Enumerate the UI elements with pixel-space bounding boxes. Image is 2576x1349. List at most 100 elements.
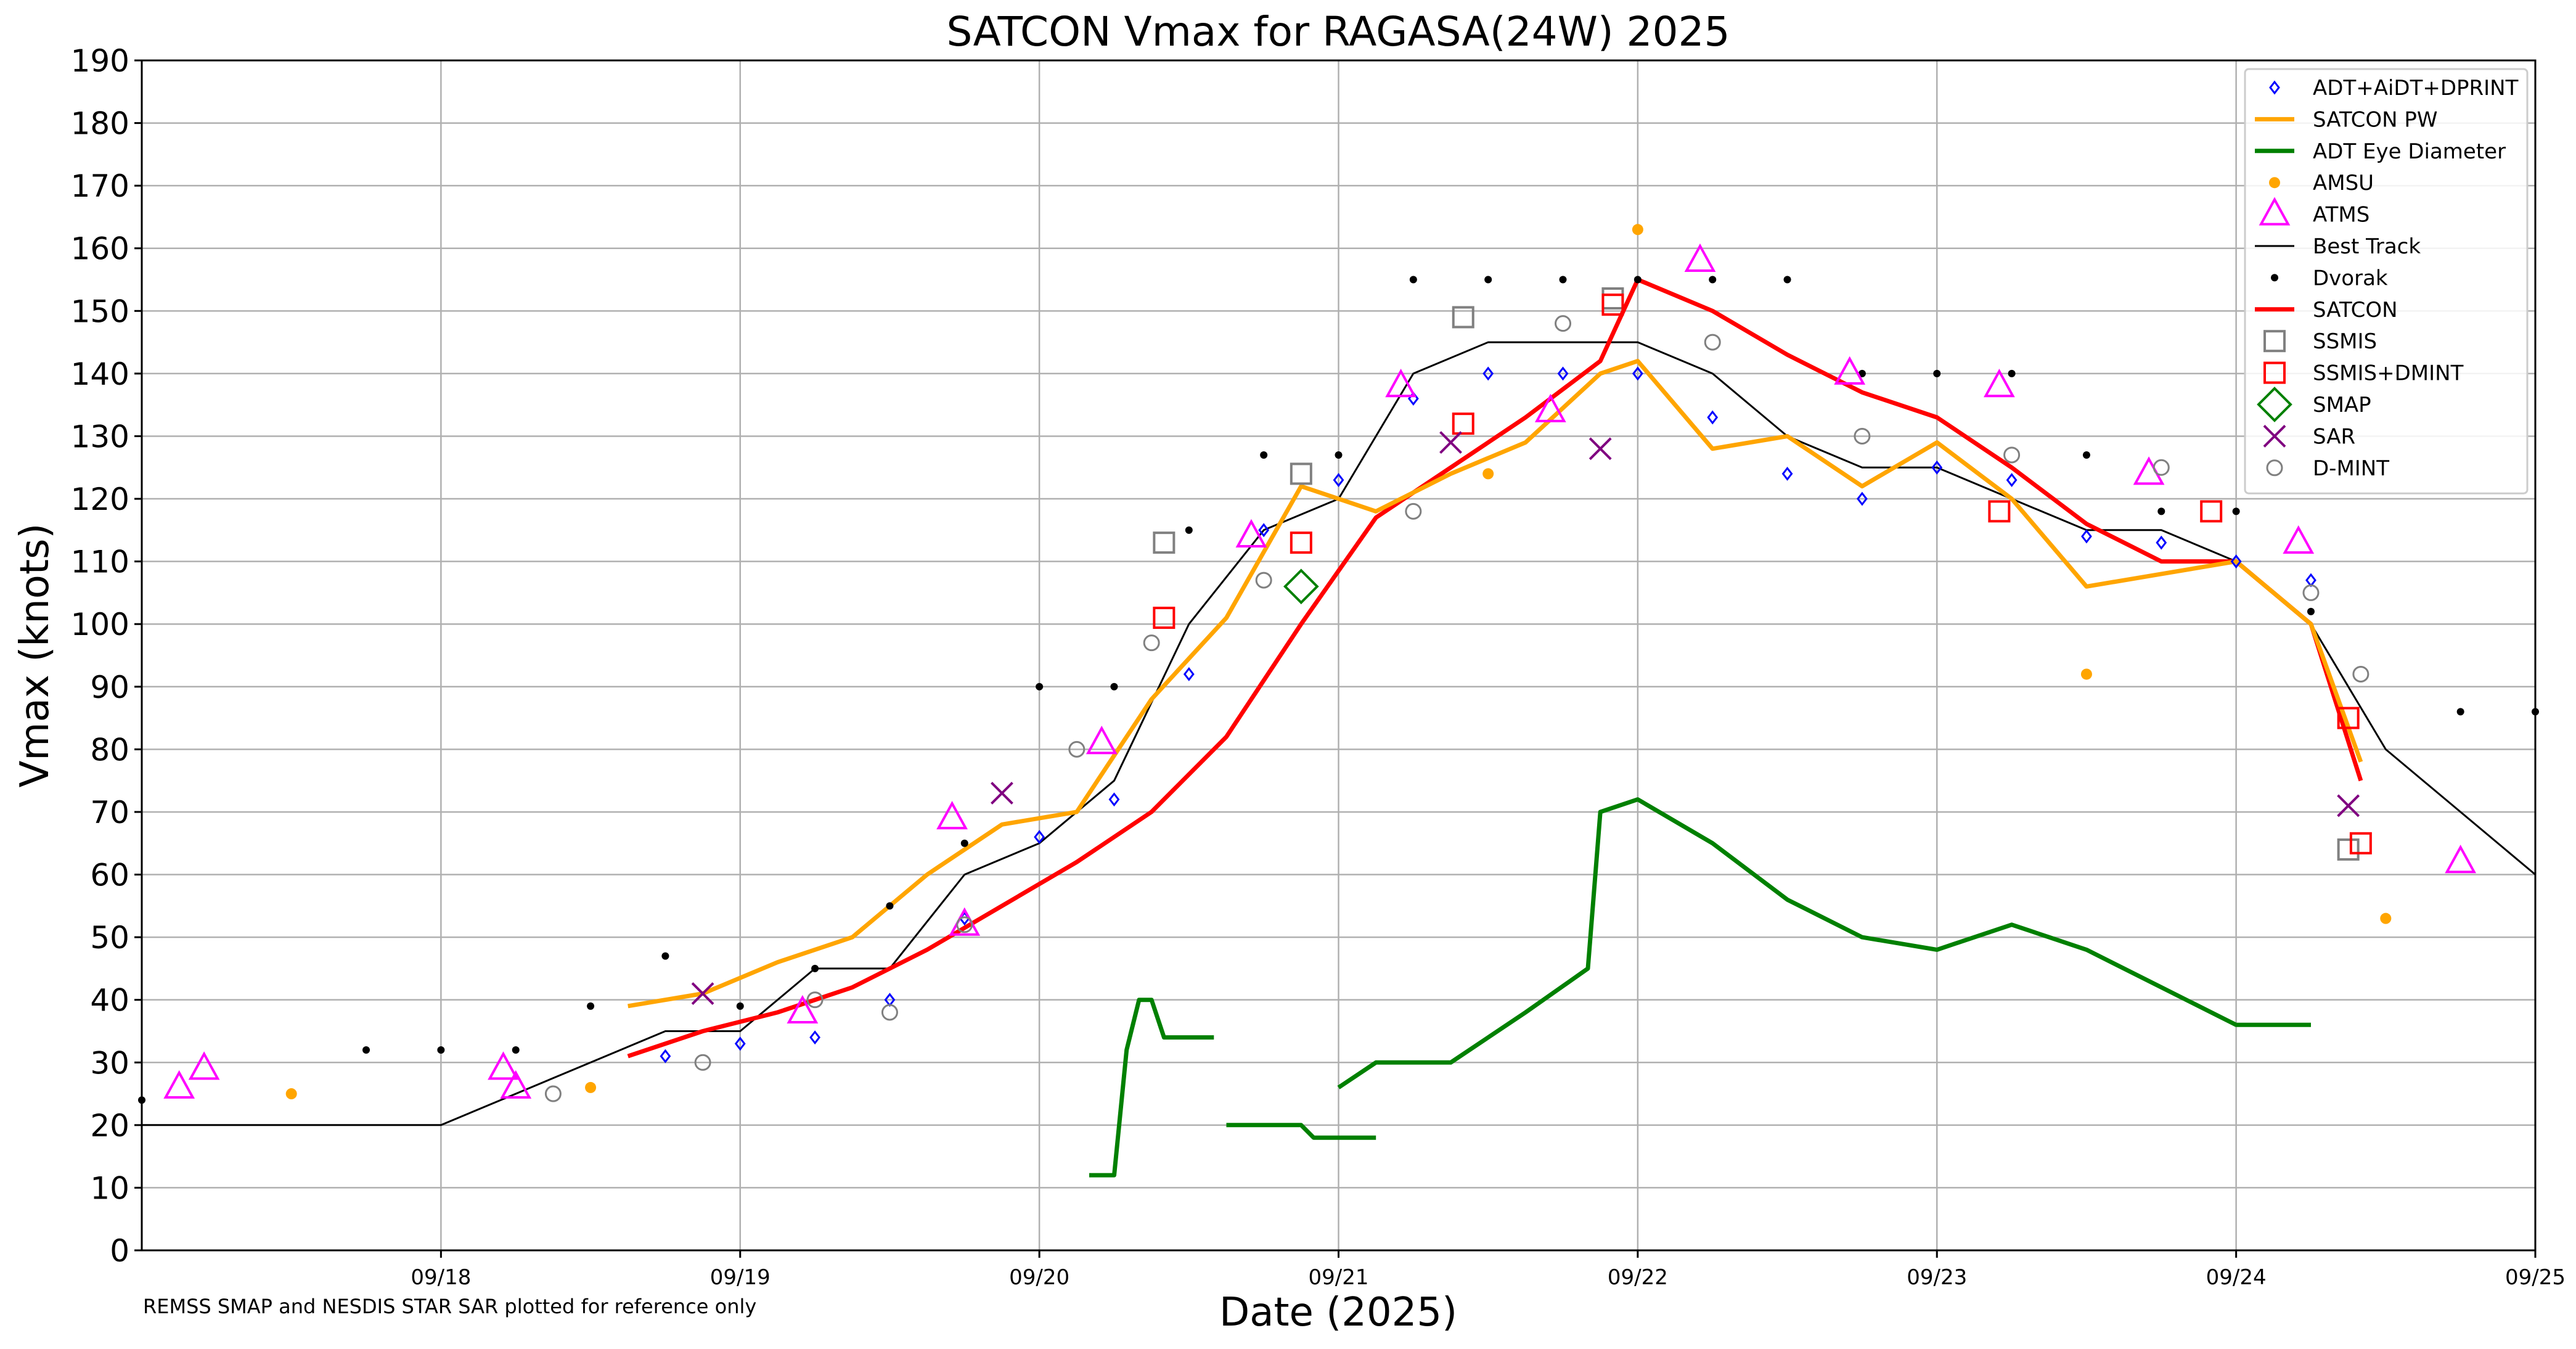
data-point-adt-aidt-dprint	[1857, 491, 1868, 506]
data-point-adt-aidt-dprint	[1183, 667, 1195, 681]
data-point-dvorak	[2232, 507, 2240, 515]
legend-entry: SSMIS	[2263, 329, 2377, 354]
legend-swatch	[2266, 459, 2283, 477]
legend-swatch	[2263, 361, 2286, 384]
data-point-d-mint	[956, 916, 973, 933]
data-point-dvorak	[2456, 708, 2464, 716]
legend-swatch	[2263, 330, 2286, 353]
data-point-d-mint	[1405, 502, 1422, 520]
data-point-adt-aidt-dprint	[1707, 410, 1719, 425]
legend-label: Best Track	[2313, 234, 2421, 259]
legend: ADT+AiDT+DPRINT SATCON PW ADT Eye Diameter…	[2244, 68, 2529, 494]
data-point-atms	[1983, 369, 2015, 398]
data-point-ssmis-dmint	[2349, 832, 2372, 855]
legend-entry: D-MINT	[2266, 456, 2389, 481]
legend-label: Dvorak	[2313, 266, 2388, 290]
data-point-atms	[2445, 845, 2477, 874]
legend-entry: SATCON	[2255, 298, 2398, 322]
data-point-dvorak	[2157, 507, 2165, 515]
y-tick-label: 100	[71, 607, 129, 642]
y-tick-label: 30	[90, 1045, 129, 1081]
data-point-adt-aidt-dprint	[2156, 535, 2167, 550]
data-point-d-mint	[1704, 334, 1721, 351]
series-line-best-track	[142, 341, 2536, 1126]
series-line-adt-eye-diameter	[1226, 1123, 1376, 1140]
y-tick-label: 170	[71, 168, 129, 204]
data-point-dvorak	[512, 1046, 520, 1054]
y-tick-label: 140	[71, 356, 129, 392]
data-point-adt-aidt-dprint	[1258, 523, 1270, 538]
y-tick-label: 120	[71, 482, 129, 517]
data-point-adt-aidt-dprint	[1632, 366, 1643, 381]
x-tick-label: 09/23	[1907, 1265, 1967, 1290]
data-point-d-mint	[694, 1054, 711, 1071]
data-point-dvorak	[1110, 683, 1118, 691]
data-point-ssmis	[1290, 462, 1312, 485]
data-point-dvorak	[1559, 276, 1567, 284]
data-point-d-mint	[1068, 740, 1086, 758]
data-point-dvorak	[1933, 369, 1941, 377]
data-point-atms	[787, 994, 819, 1023]
x-tick-label: 09/24	[2206, 1265, 2267, 1290]
data-point-dvorak	[1783, 276, 1791, 284]
data-point-adt-aidt-dprint	[2081, 529, 2092, 544]
legend-label: AMSU	[2313, 171, 2374, 195]
data-point-dvorak	[736, 1002, 744, 1010]
data-point-atms	[488, 1051, 519, 1080]
data-point-atms	[2283, 525, 2315, 554]
data-point-dvorak	[362, 1046, 370, 1054]
data-point-d-mint	[1143, 634, 1160, 652]
legend-label: SATCON	[2313, 298, 2398, 322]
data-point-atms	[1235, 519, 1267, 547]
data-point-adt-aidt-dprint	[2006, 473, 2018, 488]
data-point-ssmis-dmint	[1452, 412, 1474, 435]
y-tick-label: 150	[71, 293, 129, 329]
legend-swatch	[2269, 80, 2280, 95]
data-point-atms	[163, 1070, 195, 1099]
data-point-atms	[1834, 356, 1866, 385]
data-point-amsu	[1632, 224, 1643, 236]
x-tick-label: 09/19	[710, 1265, 771, 1290]
y-tick-label: 160	[71, 231, 129, 267]
legend-entry: ADT+AiDT+DPRINT	[2269, 76, 2519, 100]
data-point-sar	[1439, 431, 1462, 454]
series-d-mint	[544, 315, 2370, 1102]
legend-box	[2244, 68, 2529, 494]
legend-label: ADT Eye Diameter	[2313, 139, 2506, 164]
data-point-atms	[936, 800, 968, 830]
legend-entry: ATMS	[2259, 197, 2370, 228]
legend-entry: Dvorak	[2271, 266, 2388, 290]
legend-swatch	[2263, 424, 2286, 448]
data-point-sar	[2337, 794, 2360, 818]
x-axis-ticks: 09/18 09/19 09/20 09/21 09/22 09/23 09/24 09/25	[411, 1250, 2566, 1290]
data-point-atms	[500, 1070, 532, 1099]
series-line-adt-eye-diameter	[1089, 998, 1214, 1178]
y-tick-label: 0	[110, 1233, 129, 1269]
y-tick-label: 40	[90, 983, 129, 1019]
y-tick-label: 10	[90, 1170, 129, 1206]
legend-swatch	[2259, 197, 2291, 226]
data-point-amsu	[585, 1081, 597, 1093]
data-point-dvorak	[1036, 683, 1044, 691]
data-point-d-mint	[2352, 665, 2370, 683]
data-point-adt-aidt-dprint	[1482, 366, 1494, 381]
x-tick-label: 09/22	[1608, 1265, 1668, 1290]
series-dvorak	[138, 276, 2539, 1104]
data-point-atms	[1385, 369, 1417, 398]
legend-swatch	[2271, 274, 2278, 282]
data-point-d-mint	[2302, 584, 2320, 601]
data-point-ssmis-dmint	[2200, 500, 2223, 523]
series-ssmis-dmint	[1153, 293, 2372, 855]
y-tick-label: 90	[90, 670, 129, 705]
data-point-dvorak	[1858, 369, 1866, 377]
data-point-amsu	[285, 1088, 297, 1100]
y-axis-label: Vmax (knots)	[12, 523, 58, 788]
legend-entry: SAR	[2263, 424, 2355, 449]
legend-label: SATCON PW	[2313, 107, 2437, 132]
chart-title: SATCON Vmax for RAGASA(24W) 2025	[946, 8, 1730, 55]
data-point-atms	[1534, 393, 1566, 422]
x-tick-label: 09/25	[2505, 1265, 2566, 1290]
data-point-dvorak	[886, 902, 894, 910]
